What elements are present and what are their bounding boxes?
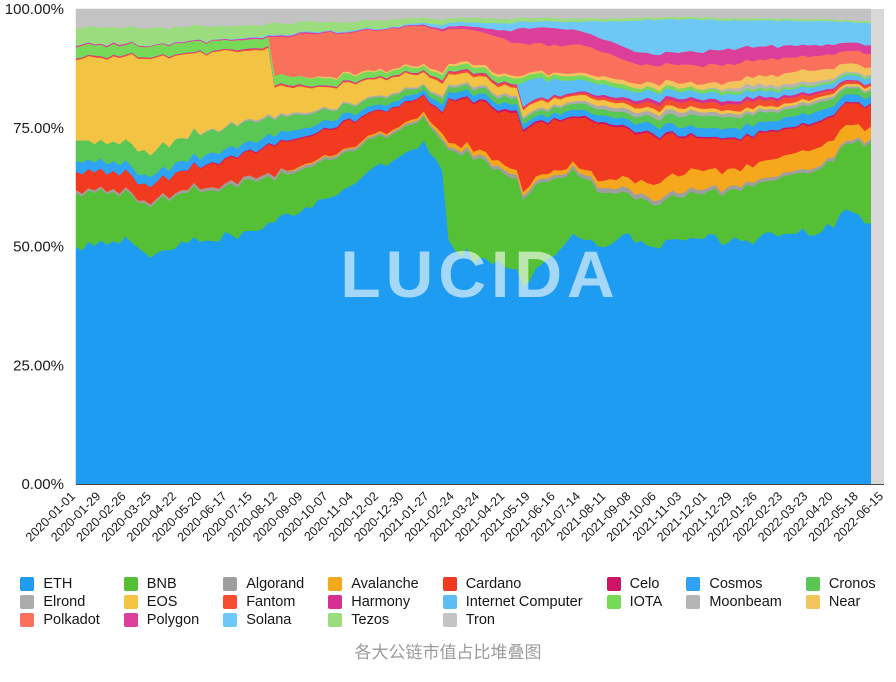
- legend: ETH BNB Algorand Avalanche Cardano Celo Cosmos…: [20, 576, 876, 628]
- y-axis-tick-label: 50.00%: [13, 239, 64, 256]
- y-axis-tick-label: 0.00%: [21, 476, 64, 493]
- legend-item-tezos[interactable]: Tezos: [328, 612, 418, 628]
- plot-right-gap: [871, 9, 884, 484]
- legend-swatch-polkadot: [20, 613, 35, 627]
- legend-label: Moonbeam: [709, 594, 782, 610]
- stacked-area-chart: 100.00%75.00%50.00%25.00%0.00%2020-01-01…: [5, 1, 886, 544]
- legend-swatch-polygon: [123, 613, 138, 627]
- legend-swatch-algorand: [223, 577, 238, 591]
- y-axis-tick-label: 25.00%: [13, 357, 64, 374]
- legend-item-harmony[interactable]: Harmony: [328, 594, 418, 610]
- legend-item-solana[interactable]: Solana: [223, 612, 304, 628]
- legend-label: Polygon: [146, 612, 200, 628]
- legend-swatch-celo: [606, 577, 621, 591]
- legend-label: Polkadot: [43, 612, 100, 628]
- legend-swatch-cosmos: [686, 577, 701, 591]
- legend-item-eth[interactable]: ETH: [20, 576, 99, 592]
- legend-swatch-moonbeam: [686, 595, 701, 609]
- legend-item-iota[interactable]: IOTA: [606, 594, 663, 610]
- legend-label: Algorand: [246, 576, 305, 592]
- legend-item-fantom[interactable]: Fantom: [223, 594, 304, 610]
- legend-item-near[interactable]: Near: [805, 594, 876, 610]
- legend-item-elrond[interactable]: Elrond: [20, 594, 99, 610]
- legend-label: Tron: [465, 612, 495, 628]
- chart-area: 100.00% 75.00% 50.00% 25.00% 0.00% 2020-01-01…: [5, 1, 886, 544]
- legend-swatch-elrond: [20, 595, 35, 609]
- legend-label: Avalanche: [351, 576, 419, 592]
- y-axis-tick-label: 75.00%: [13, 120, 64, 137]
- legend-label: Near: [828, 594, 861, 610]
- legend-item-internet-computer[interactable]: Internet Computer: [442, 594, 583, 610]
- legend-swatch-bnb: [123, 577, 138, 591]
- legend-label: Harmony: [351, 594, 411, 610]
- legend-label: IOTA: [629, 594, 663, 610]
- legend-label: Elrond: [43, 594, 86, 610]
- legend-swatch-eth: [20, 577, 35, 591]
- legend-swatch-tron: [442, 613, 457, 627]
- legend-swatch-fantom: [223, 595, 238, 609]
- legend-item-algorand[interactable]: Algorand: [223, 576, 304, 592]
- legend-label: Solana: [246, 612, 292, 628]
- legend-swatch-iota: [606, 595, 621, 609]
- y-axis-tick-label: 100.00%: [5, 1, 64, 18]
- legend-label: ETH: [43, 576, 73, 592]
- legend-label: Cardano: [465, 576, 522, 592]
- legend-label: Cronos: [828, 576, 876, 592]
- chart-title: 各大公链市值占比堆叠图: [354, 643, 542, 662]
- legend-label: Fantom: [246, 594, 296, 610]
- legend-swatch-near: [805, 595, 820, 609]
- legend-item-celo[interactable]: Celo: [606, 576, 663, 592]
- legend-label: Tezos: [351, 612, 390, 628]
- legend-swatch-tezos: [328, 613, 343, 627]
- legend-label: Celo: [629, 576, 660, 592]
- legend-item-cardano[interactable]: Cardano: [442, 576, 583, 592]
- legend-item-avalanche[interactable]: Avalanche: [328, 576, 419, 592]
- legend-item-moonbeam[interactable]: Moonbeam: [686, 594, 782, 610]
- legend-item-bnb[interactable]: BNB: [123, 576, 199, 592]
- legend-label: Internet Computer: [465, 594, 583, 610]
- legend-item-polkadot[interactable]: Polkadot: [20, 612, 100, 628]
- legend-swatch-internet-computer: [442, 595, 457, 609]
- legend-swatch-avalanche: [328, 577, 343, 591]
- legend-item-tron[interactable]: Tron: [442, 612, 583, 628]
- legend-item-polygon[interactable]: Polygon: [123, 612, 200, 628]
- legend-label: BNB: [146, 576, 177, 592]
- legend-swatch-cronos: [805, 577, 820, 591]
- legend-swatch-eos: [123, 595, 138, 609]
- legend-item-cronos[interactable]: Cronos: [805, 576, 876, 592]
- legend-label: EOS: [146, 594, 178, 610]
- legend-swatch-cardano: [442, 577, 457, 591]
- legend-swatch-harmony: [328, 595, 343, 609]
- legend-swatch-solana: [223, 613, 238, 627]
- legend-label: Cosmos: [709, 576, 763, 592]
- legend-item-eos[interactable]: EOS: [123, 594, 199, 610]
- legend-item-cosmos[interactable]: Cosmos: [686, 576, 782, 592]
